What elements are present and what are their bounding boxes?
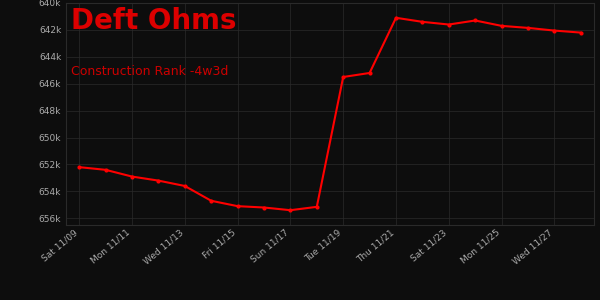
Text: Construction Rank -4w3d: Construction Rank -4w3d <box>71 65 229 78</box>
Text: Deft Ohms: Deft Ohms <box>71 8 237 35</box>
